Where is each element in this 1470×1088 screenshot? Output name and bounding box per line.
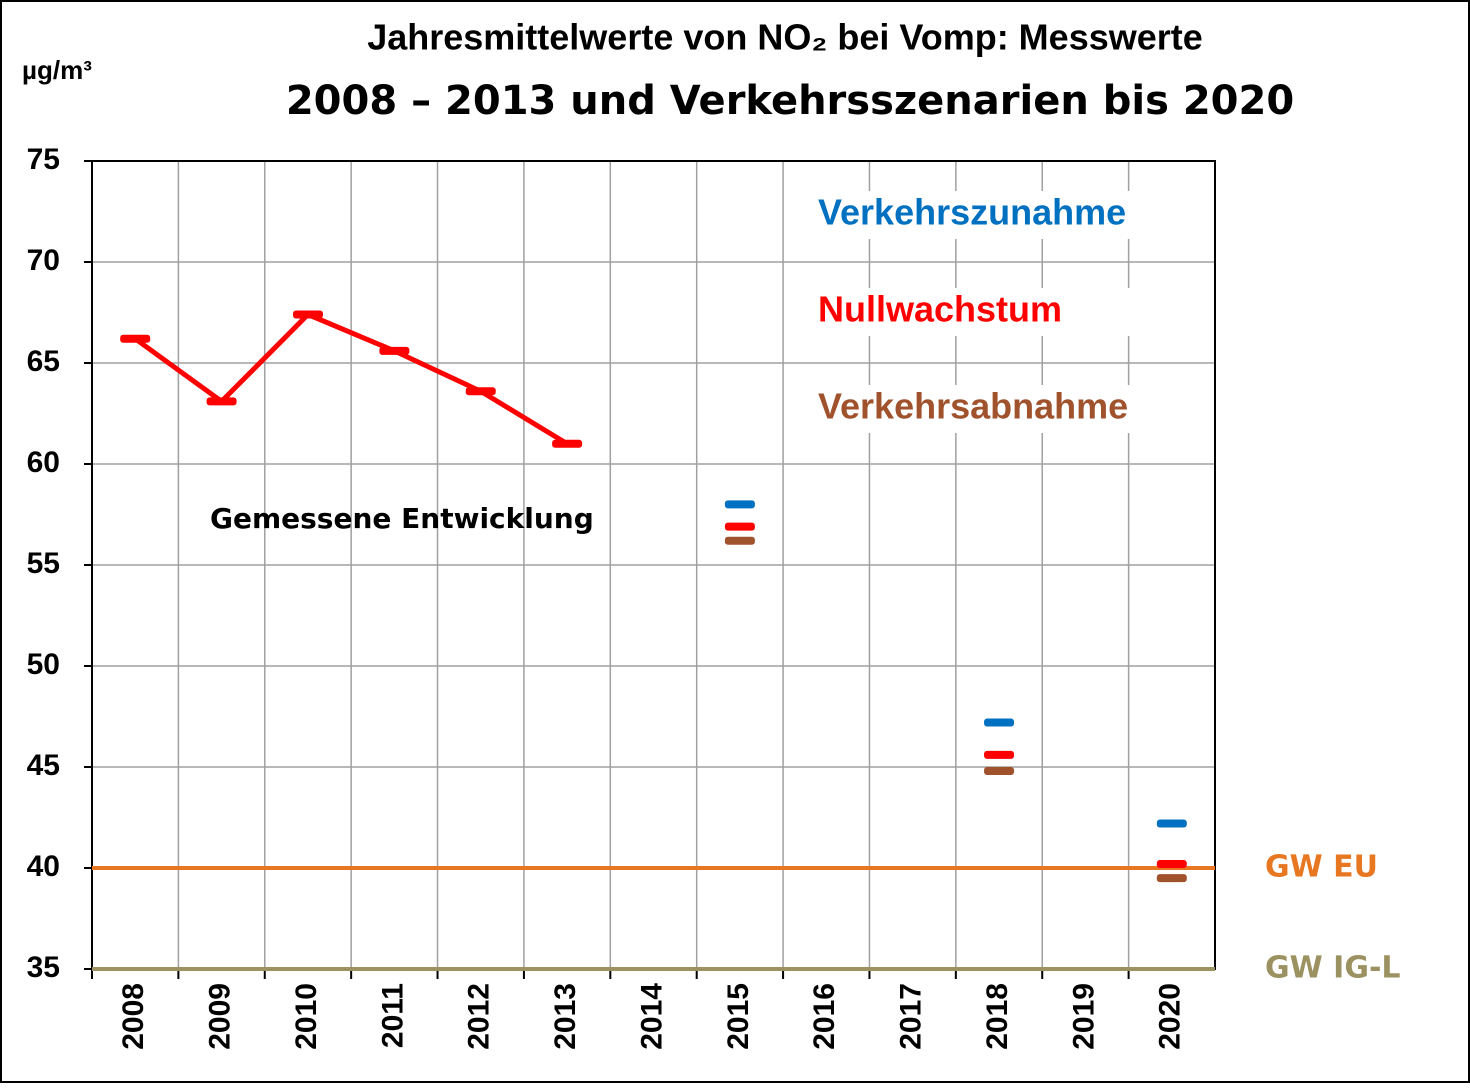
reference-label: GW IG-L — [1265, 951, 1401, 986]
x-tick-label: 2012 — [463, 983, 496, 1050]
y-tick-label: 40 — [27, 850, 60, 883]
point-marker — [552, 439, 583, 448]
x-tick-label: 2016 — [808, 983, 841, 1050]
x-tick-label: 2018 — [981, 983, 1014, 1050]
series-label: Gemessene Entwicklung — [210, 502, 594, 535]
y-tick-label: 70 — [27, 244, 60, 277]
reference-label: GW EU — [1265, 850, 1378, 885]
y-tick-label: 65 — [27, 345, 60, 378]
legend-bg — [812, 288, 1184, 336]
legend-entry: Verkehrszunahme — [818, 192, 1126, 233]
point-marker — [984, 767, 1015, 776]
point-marker — [292, 310, 323, 319]
point-marker — [379, 346, 410, 355]
point-marker — [1156, 874, 1187, 883]
x-tick-label: 2008 — [117, 983, 150, 1050]
chart-title: 2008 – 2013 und Verkehrsszenarien bis 20… — [286, 78, 1294, 124]
point-marker — [724, 522, 755, 531]
x-tick-label: 2009 — [203, 983, 236, 1050]
x-tick-label: 2019 — [1067, 983, 1100, 1050]
point-marker — [1156, 859, 1187, 868]
y-tick-label: 75 — [27, 143, 60, 176]
x-tick-label: 2015 — [722, 983, 755, 1050]
y-tick-label: 35 — [27, 951, 60, 984]
series-line — [133, 311, 569, 446]
point-marker — [984, 750, 1015, 759]
y-axis-label: µg/m³ — [22, 55, 92, 85]
y-tick-label: 55 — [27, 547, 60, 580]
legend-entry: Verkehrsabnahme — [818, 386, 1128, 427]
y-tick-label: 50 — [27, 648, 60, 681]
x-tick-label: 2013 — [549, 983, 582, 1050]
y-tick-label: 60 — [27, 446, 60, 479]
legend-entry: Nullwachstum — [818, 289, 1062, 330]
point-marker — [206, 397, 237, 406]
chart-title: Jahresmittelwerte von NO₂ bei Vomp: Mess… — [367, 17, 1203, 58]
point-marker — [120, 334, 151, 343]
legend-bg — [812, 191, 1184, 239]
x-tick-label: 2010 — [290, 983, 323, 1050]
x-tick-label: 2014 — [635, 983, 668, 1050]
point-marker — [724, 500, 755, 509]
point-marker — [465, 387, 496, 396]
point-marker — [724, 536, 755, 545]
y-tick-label: 45 — [27, 749, 60, 782]
x-tick-label: 2017 — [895, 983, 928, 1050]
point-marker — [984, 718, 1015, 727]
legend-bg — [812, 385, 1184, 433]
x-tick-label: 2020 — [1154, 983, 1187, 1050]
x-tick-label: 2011 — [376, 983, 409, 1048]
point-marker — [1156, 819, 1187, 828]
